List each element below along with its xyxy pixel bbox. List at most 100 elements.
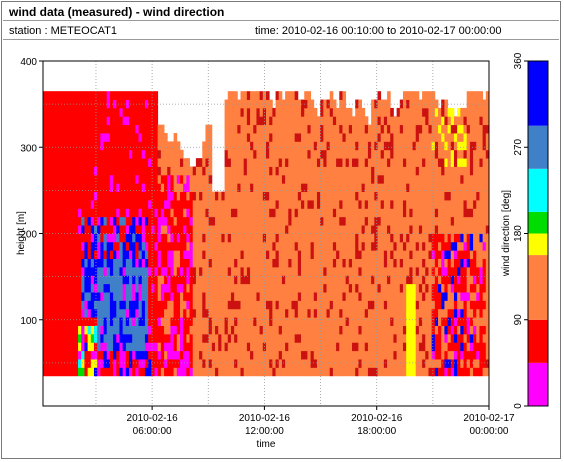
heatmap-cell [428,367,433,377]
heatmap-cell [157,317,162,326]
heatmap-cell [246,124,251,134]
heatmap-cell [434,174,439,184]
heatmap-cell [336,107,340,117]
heatmap-cell [291,149,296,159]
heatmap-cell [438,116,442,126]
heatmap-cell [409,133,413,142]
heatmap-cell [326,367,331,377]
heatmap-cell [62,300,66,310]
heatmap-cell [355,107,359,117]
heatmap-cell [304,99,308,109]
heatmap-cell [269,116,273,126]
heatmap-cell [272,266,276,276]
heatmap-cell [326,308,331,318]
heatmap-cell [215,333,219,343]
heatmap-cell [138,99,143,109]
heatmap-cell [129,124,133,134]
heatmap-cell [387,216,391,226]
heatmap-cell [237,266,241,276]
heatmap-cell [262,283,267,293]
heatmap-cell [345,216,350,226]
heatmap-cell [332,333,337,343]
heatmap-cell [100,141,104,151]
heatmap-cell [58,317,63,326]
heatmap-cell [406,116,410,126]
heatmap-cell [90,333,95,343]
heatmap-cell [132,350,136,360]
heatmap-cell [297,266,302,276]
heatmap-cell [316,191,321,201]
heatmap-cell [144,149,149,159]
heatmap-cell [109,350,114,360]
heatmap-cell [240,359,245,368]
heatmap-cell [415,200,420,209]
heatmap-cell [390,191,394,201]
heatmap-cell [215,258,219,268]
heatmap-cell [176,216,181,226]
heatmap-cell [469,99,474,109]
heatmap-cell [444,174,448,184]
heatmap-cell [450,241,455,251]
heatmap-cell [160,342,165,352]
heatmap-cell [109,258,114,268]
heatmap-cell [211,292,216,301]
heatmap-cell [100,266,104,276]
heatmap-cell [43,158,47,167]
heatmap-cell [199,300,203,310]
heatmap-cell [230,149,235,159]
heatmap-cell [55,233,60,243]
heatmap-cell [434,124,439,134]
heatmap-cell [186,342,190,352]
heatmap-cell [68,300,73,310]
heatmap-cell [460,342,464,352]
heatmap-cell [453,208,458,218]
heatmap-cell [329,200,334,209]
heatmap-cell [132,275,136,285]
heatmap-cell [326,107,331,117]
heatmap-cell [199,342,203,352]
heatmap-cell [301,275,305,285]
heatmap-cell [90,300,95,310]
heatmap-cell [176,183,181,193]
heatmap-cell [52,233,57,243]
heatmap-cell [291,107,296,117]
heatmap-cell [243,141,248,151]
heatmap-cell [68,91,73,100]
heatmap-cell [243,191,248,201]
heatmap-cell [211,333,216,343]
heatmap-cell [406,308,410,318]
heatmap-cell [113,124,117,134]
heatmap-cell [68,216,73,226]
heatmap-cell [431,216,436,226]
heatmap-cell [345,149,350,159]
heatmap-cell [49,308,53,318]
axes: 1002003004002010-02-1606:00:002010-02-16… [20,57,515,437]
heatmap-cell [485,233,490,243]
heatmap-cell [294,317,299,326]
heatmap-cell [167,166,171,176]
heatmap-cell [444,350,448,360]
heatmap-cell [208,141,213,151]
heatmap-cell [367,233,372,243]
heatmap-cell [167,241,171,251]
heatmap-cell [141,342,146,352]
heatmap-cell [275,317,280,326]
heatmap-cell [259,191,264,201]
heatmap-cell [135,342,139,352]
heatmap-cell [259,116,264,126]
heatmap-cell [412,107,417,117]
heatmap-cell [339,275,343,285]
heatmap-cell [399,292,404,301]
heatmap-cell [402,124,407,134]
heatmap-cell [176,333,181,343]
heatmap-cell [367,158,372,167]
heatmap-cell [307,250,311,260]
heatmap-cell [320,266,324,276]
heatmap-cell [81,174,85,184]
heatmap-cell [310,174,315,184]
heatmap-cell [106,300,111,310]
heatmap-cell [106,266,111,276]
heatmap-cell [463,250,468,260]
heatmap-cell [457,183,461,193]
heatmap-cell [367,317,372,326]
